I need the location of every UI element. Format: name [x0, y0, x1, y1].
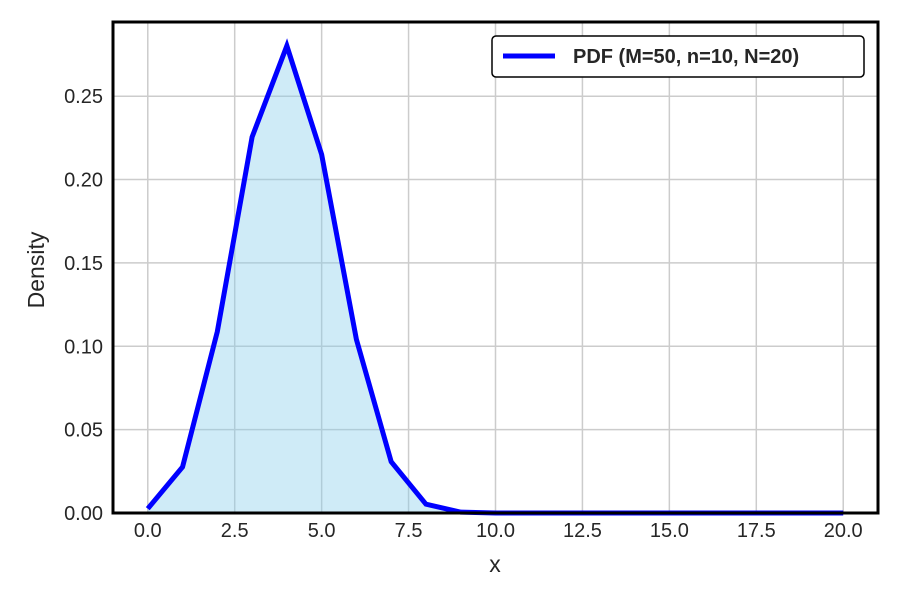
- y-tick-label: 0.25: [64, 86, 103, 108]
- x-tick-label: 12.5: [563, 520, 602, 542]
- x-tick-label: 17.5: [737, 520, 776, 542]
- x-tick-label: 10.0: [476, 520, 515, 542]
- plot-frame: [111, 20, 880, 515]
- x-tick-label: 7.5: [395, 520, 423, 542]
- x-tick-label: 5.0: [308, 520, 336, 542]
- x-tick-label: 0.0: [134, 520, 162, 542]
- x-axis-ticks: 0.0 2.5 5.0 7.5 10.0 12.5 15.0 17.5 20.0: [134, 520, 863, 542]
- y-tick-label: 0.00: [64, 503, 103, 525]
- y-tick-label: 0.15: [64, 253, 103, 275]
- legend-box: [491, 35, 865, 78]
- x-tick-label: 15.0: [650, 520, 689, 542]
- y-axis-ticks: 0.00 0.05 0.10 0.15 0.20 0.25: [64, 86, 103, 525]
- x-axis-label: x: [489, 551, 501, 577]
- legend-label-pdf: PDF (M=50, n=10, N=20): [573, 46, 799, 68]
- x-tick-label: 20.0: [824, 520, 863, 542]
- y-tick-label: 0.10: [64, 336, 103, 358]
- y-axis-label: Density: [23, 231, 49, 308]
- x-tick-label: 2.5: [221, 520, 249, 542]
- legend: PDF (M=50, n=10, N=20): [491, 35, 865, 78]
- y-tick-label: 0.20: [64, 170, 103, 192]
- y-tick-label: 0.05: [64, 420, 103, 442]
